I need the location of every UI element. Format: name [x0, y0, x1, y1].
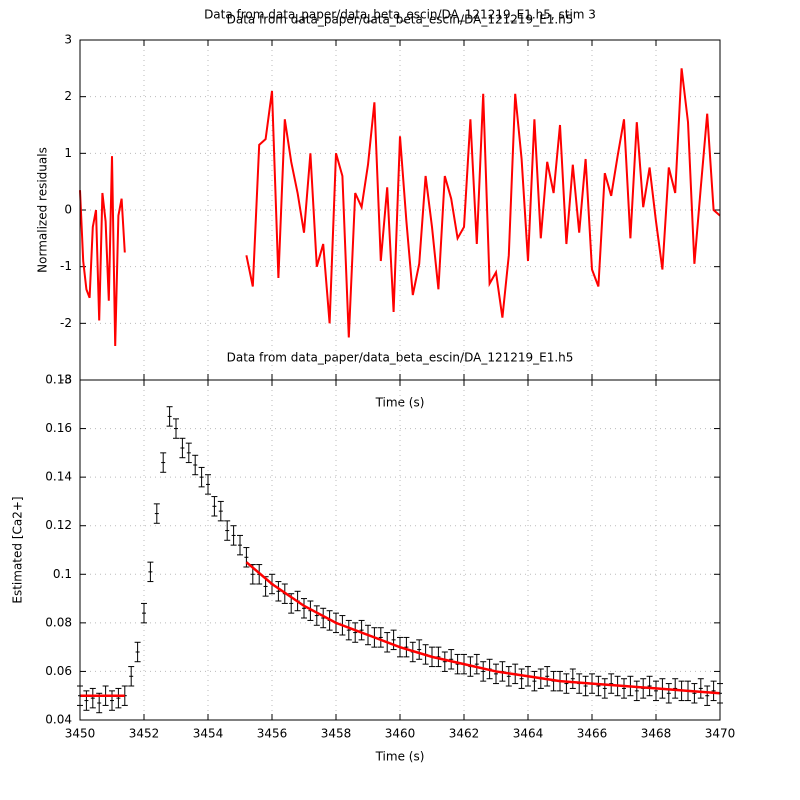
- x-axis-label: Time (s): [375, 396, 425, 410]
- residual-line: [245, 68, 721, 338]
- y-tick-label: 0: [64, 203, 72, 217]
- error-bar: [358, 619, 365, 641]
- error-bar: [153, 503, 160, 524]
- error-bar: [179, 437, 186, 459]
- error-bar: [166, 406, 173, 427]
- error-bar: [230, 525, 237, 546]
- x-tick-label: 3458: [321, 727, 352, 741]
- y-tick-label: 0.08: [45, 615, 72, 629]
- x-tick-label: 3470: [705, 727, 736, 741]
- y-tick-label: -1: [60, 259, 72, 273]
- fit-line: [245, 561, 721, 695]
- error-bar: [83, 690, 90, 711]
- error-bar: [307, 600, 314, 621]
- error-bar: [205, 474, 211, 495]
- error-bar: [237, 534, 243, 556]
- error-bar: [582, 675, 589, 697]
- error-bar: [403, 636, 410, 658]
- error-bar: [704, 685, 711, 706]
- error-bar: [217, 500, 224, 522]
- y-tick-label: -2: [60, 316, 72, 330]
- y-tick-label: 2: [64, 89, 72, 103]
- x-tick-label: 3468: [641, 727, 672, 741]
- y-tick-label: 3: [64, 33, 72, 47]
- error-bar: [275, 581, 282, 602]
- error-bar: [691, 683, 698, 704]
- error-bar: [313, 605, 320, 626]
- y-tick-label: 0.18: [45, 373, 72, 387]
- error-bar: [109, 690, 115, 711]
- y-tick-label: 0.06: [45, 664, 72, 678]
- x-tick-label: 3452: [129, 727, 160, 741]
- error-bar: [390, 629, 397, 651]
- error-bar: [128, 666, 135, 687]
- annotation: Data from data_paper/data_beta_escin/DA_…: [227, 13, 574, 27]
- error-bar: [563, 673, 570, 694]
- error-bar: [160, 452, 167, 473]
- x-tick-label: 3466: [577, 727, 608, 741]
- error-bar: [710, 680, 717, 702]
- y-tick-label: 0.12: [45, 518, 72, 532]
- x-tick-label: 3464: [513, 727, 544, 741]
- error-bar: [352, 622, 359, 643]
- residual-line: [79, 156, 126, 347]
- error-bar: [595, 675, 602, 697]
- error-bar: [473, 653, 480, 675]
- x-tick-label: 3450: [65, 727, 96, 741]
- y-axis-label: Normalized residuals: [36, 147, 50, 273]
- y-tick-label: -3: [60, 373, 72, 387]
- error-bar: [224, 520, 231, 541]
- x-tick-label: 3460: [385, 727, 416, 741]
- x-tick-label: 3454: [193, 727, 224, 741]
- error-bar: [301, 598, 307, 619]
- error-bar: [448, 649, 455, 670]
- error-bar: [601, 678, 608, 699]
- y-tick-label: 0.16: [45, 421, 72, 435]
- error-bar: [89, 687, 96, 709]
- error-bar: [345, 619, 352, 641]
- error-bar: [633, 680, 640, 702]
- error-bar: [518, 668, 525, 689]
- x-tick-label: 3456: [257, 727, 288, 741]
- error-bar: [115, 687, 122, 709]
- error-bar: [377, 627, 384, 648]
- chart-title: Data from data_paper/data_beta_escin/DA_…: [204, 8, 596, 22]
- error-bar: [173, 418, 179, 439]
- error-bar: [672, 678, 679, 699]
- error-bar: [646, 675, 653, 697]
- error-bar: [505, 666, 512, 687]
- y-tick-label: 0.14: [45, 470, 72, 484]
- y-axis-label: Estimated [Ca2+]: [11, 496, 25, 603]
- annotation: Data from data_paper/data_beta_escin/DA_…: [227, 351, 574, 365]
- error-bar: [665, 683, 672, 704]
- y-tick-label: 0.1: [53, 567, 72, 581]
- y-tick-label: 0.04: [45, 713, 72, 727]
- error-bar: [653, 680, 659, 702]
- x-tick-label: 3462: [449, 727, 480, 741]
- error-bar: [185, 442, 192, 464]
- error-bar: [192, 454, 199, 476]
- error-bar: [493, 663, 499, 685]
- error-bar: [621, 678, 627, 699]
- error-bar: [454, 653, 461, 675]
- error-bar: [608, 673, 615, 694]
- plot-frame: [79, 379, 721, 721]
- error-bar: [198, 466, 205, 488]
- error-bar: [416, 639, 423, 660]
- error-bar: [569, 668, 576, 689]
- error-bar: [531, 670, 538, 692]
- error-bar: [480, 661, 487, 682]
- error-bar: [211, 496, 218, 517]
- error-bar: [544, 666, 551, 687]
- error-bar: [134, 641, 141, 663]
- error-bar: [141, 602, 147, 624]
- error-bar: [441, 651, 448, 672]
- error-bar: [697, 678, 704, 699]
- error-bar: [147, 561, 154, 583]
- x-axis-label: Time (s): [375, 750, 425, 764]
- y-tick-label: 1: [64, 146, 72, 160]
